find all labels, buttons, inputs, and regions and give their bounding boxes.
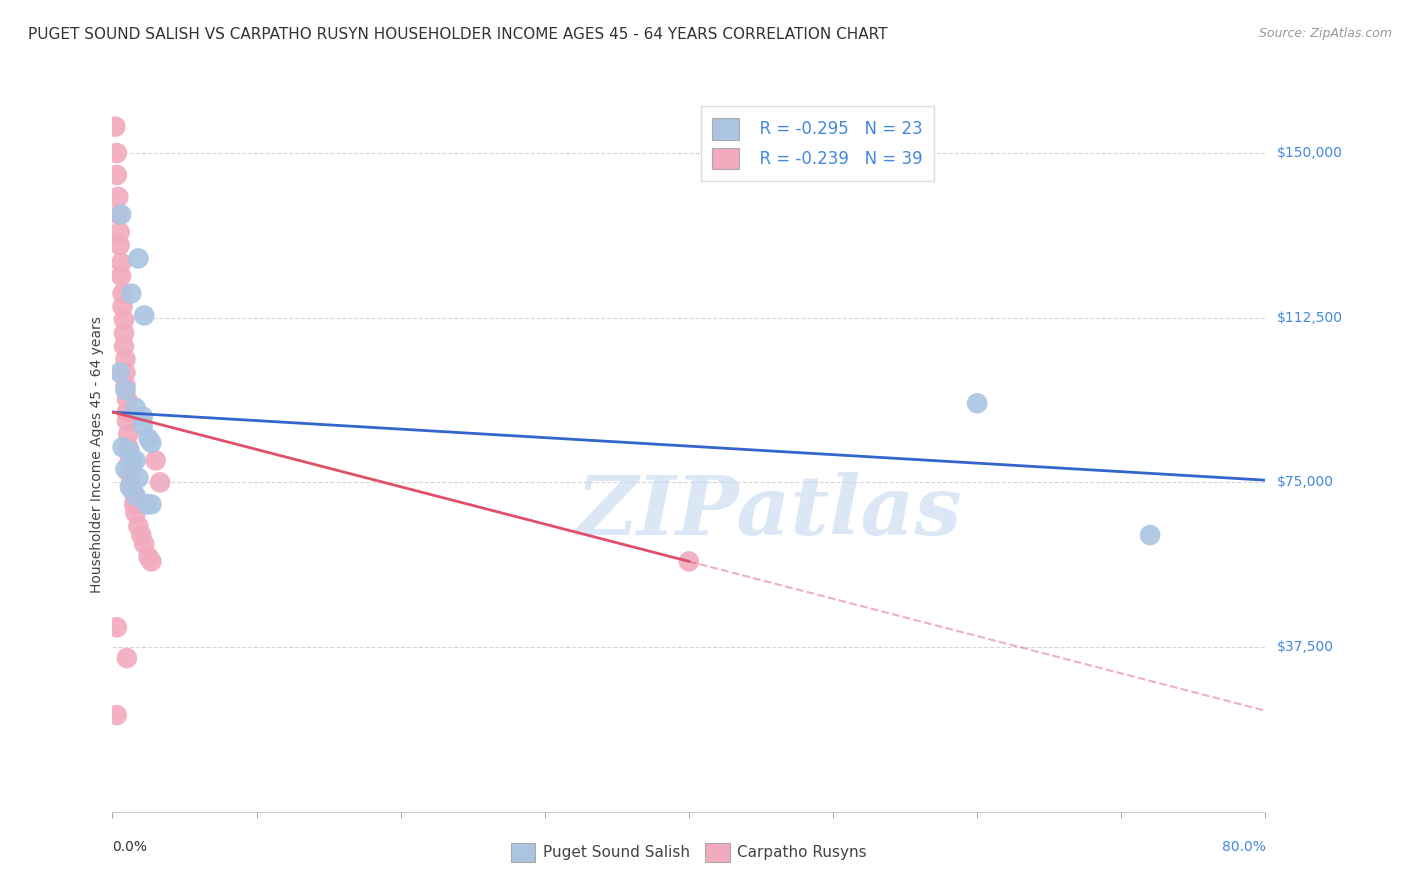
Point (110, 256, 132, 270)
Point (124, 506, 146, 520)
Point (112, 326, 135, 340)
Point (124, 453, 146, 467)
Point (114, 378, 136, 392)
Point (115, 651, 138, 665)
Point (111, 286, 134, 301)
Point (105, 146, 128, 161)
Point (141, 435, 163, 450)
Point (132, 418, 155, 433)
Point (111, 440, 134, 454)
Point (105, 620, 128, 634)
Point (104, 120, 127, 134)
Point (122, 497, 145, 511)
Point (114, 462, 136, 476)
Point (136, 497, 159, 511)
Text: $150,000: $150,000 (1277, 146, 1343, 160)
Point (121, 453, 143, 467)
Point (118, 480, 141, 494)
Text: Source: ZipAtlas.com: Source: ZipAtlas.com (1258, 27, 1392, 40)
Point (120, 286, 142, 301)
Point (110, 268, 132, 283)
Point (127, 471, 149, 485)
Point (114, 352, 136, 367)
Point (127, 252, 149, 266)
Point (141, 554, 163, 568)
Point (117, 427, 139, 442)
Point (115, 392, 138, 406)
Point (105, 708, 128, 723)
Point (118, 467, 141, 481)
Point (149, 475, 172, 490)
Point (112, 313, 135, 327)
Text: PUGET SOUND SALISH VS CARPATHO RUSYN HOUSEHOLDER INCOME AGES 45 - 64 YEARS CORRE: PUGET SOUND SALISH VS CARPATHO RUSYN HOU… (28, 27, 887, 42)
Point (112, 339, 135, 353)
Point (132, 409, 155, 424)
Point (118, 444, 141, 458)
Point (138, 432, 160, 446)
Text: ZIPatlas: ZIPatlas (576, 472, 962, 552)
Point (114, 366, 136, 380)
Point (966, 396, 988, 410)
Point (134, 309, 156, 323)
Point (117, 440, 139, 454)
Point (115, 414, 138, 428)
Point (127, 519, 149, 533)
Point (141, 497, 163, 511)
Point (115, 405, 138, 419)
Text: 80.0%: 80.0% (1222, 840, 1265, 855)
Point (129, 528, 153, 542)
Point (108, 225, 131, 239)
Point (678, 554, 700, 568)
Point (108, 238, 131, 252)
Point (121, 484, 143, 499)
Text: $37,500: $37,500 (1277, 640, 1333, 654)
Point (124, 489, 146, 503)
Point (114, 383, 136, 397)
Point (1139, 528, 1161, 542)
Point (138, 549, 160, 564)
Point (107, 207, 129, 221)
Legend: Puget Sound Salish, Carpatho Rusyns: Puget Sound Salish, Carpatho Rusyns (505, 837, 873, 868)
Y-axis label: Householder Income Ages 45 - 64 years: Householder Income Ages 45 - 64 years (90, 317, 104, 593)
Point (145, 453, 167, 467)
Point (108, 366, 131, 380)
Point (110, 207, 132, 221)
Point (107, 190, 129, 204)
Text: 0.0%: 0.0% (112, 840, 148, 855)
Point (105, 168, 128, 182)
Point (111, 300, 134, 314)
Point (134, 537, 156, 551)
Point (124, 401, 146, 415)
Text: $75,000: $75,000 (1277, 475, 1333, 490)
Text: $112,500: $112,500 (1277, 310, 1343, 325)
Point (120, 475, 142, 490)
Point (118, 453, 141, 467)
